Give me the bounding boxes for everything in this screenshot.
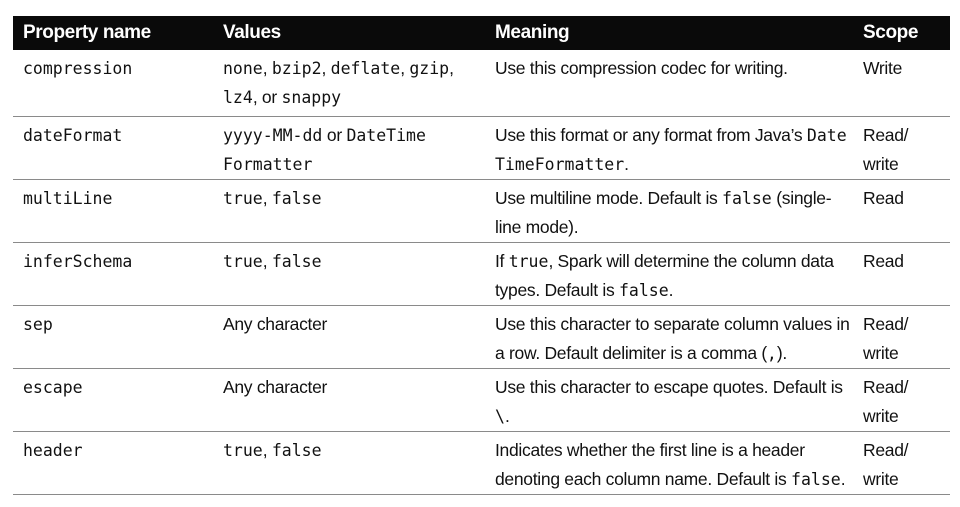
cell-values: true, false	[213, 242, 485, 306]
table-row: header true, false Indicates whether the f…	[13, 431, 950, 495]
code-text: true	[223, 251, 263, 271]
cell-meaning: Use this character to escape quotes. Def…	[485, 368, 855, 432]
property-name-text: sep	[23, 314, 53, 334]
plain-text: ,	[449, 58, 454, 78]
table-row: dateFormat yyyy-MM-dd or DateTime Formatt…	[13, 116, 950, 180]
plain-text: Use this character to escape quotes. Def…	[495, 376, 843, 397]
code-text: DateTime Formatter	[223, 125, 426, 174]
cell-values: Any character	[213, 368, 485, 432]
plain-text: Any character	[223, 313, 328, 334]
code-text: true	[223, 188, 263, 208]
cell-meaning: If true, Spark will determine the column…	[485, 242, 855, 306]
table-row: sep Any character Use this character to se…	[13, 305, 950, 369]
cell-meaning: Use this format or any format from Java’…	[485, 116, 855, 180]
code-text: bzip2	[271, 59, 322, 78]
cell-property-name: escape	[13, 368, 213, 432]
plain-text: If	[495, 250, 509, 271]
cell-property-name: sep	[13, 305, 213, 369]
table-row: inferSchema true, false If true, Spark wil…	[13, 242, 950, 306]
plain-text: ,	[262, 187, 272, 208]
code-text: snappy	[281, 88, 342, 107]
cell-scope: Read/ write	[855, 368, 950, 432]
code-text: yyyy-MM-dd	[223, 125, 323, 145]
code-text: false	[271, 188, 322, 208]
table-row: compression none, bzip2, deflate, gzip, l…	[13, 50, 950, 117]
code-text: false	[618, 280, 669, 300]
code-text: none	[223, 59, 263, 78]
cell-meaning: Use multiline mode. Default is false (si…	[485, 179, 855, 243]
plain-text: ).	[776, 342, 787, 363]
plain-text: ,	[321, 58, 331, 78]
property-name-text: escape	[23, 377, 83, 397]
plain-text: or	[322, 124, 347, 145]
code-text: ,	[766, 343, 777, 363]
plain-text: ,	[262, 439, 272, 460]
cell-values: Any character	[213, 305, 485, 369]
cell-scope: Read	[855, 242, 950, 306]
cell-meaning: Use this compression codec for writing.	[485, 50, 855, 117]
cell-scope: Read/ write	[855, 305, 950, 369]
cell-property-name: header	[13, 431, 213, 495]
table-row: escape Any character Use this character to…	[13, 368, 950, 432]
plain-text: Use multiline mode. Default is	[495, 187, 723, 208]
cell-scope: Read	[855, 179, 950, 243]
plain-text: ,	[400, 58, 410, 78]
plain-text: Use this compression codec for writing.	[495, 58, 788, 78]
cell-meaning: Indicates whether the first line is a he…	[485, 431, 855, 495]
header-values: Values	[213, 16, 485, 50]
table-row: multiLine true, false Use multiline mode. …	[13, 179, 950, 243]
code-text: Date TimeFormatter	[495, 125, 847, 174]
cell-values: yyyy-MM-dd or DateTime Formatter	[213, 116, 485, 180]
cell-values: none, bzip2, deflate, gzip, lz4, or snap…	[213, 50, 485, 117]
code-text: true	[508, 251, 549, 271]
csv-options-table: Property name Values Meaning Scope compr…	[13, 16, 950, 495]
code-text: lz4	[223, 88, 253, 107]
header-scope: Scope	[855, 16, 950, 50]
property-name-text: multiLine	[23, 188, 113, 208]
cell-scope: Read/ write	[855, 116, 950, 180]
code-text: false	[271, 440, 322, 460]
plain-text: ,	[262, 250, 272, 271]
property-name-text: dateFormat	[23, 125, 123, 145]
plain-text: Use this format or any format from Java’…	[495, 124, 807, 145]
cell-scope: Read/ write	[855, 431, 950, 495]
plain-text: Use this character to separate column va…	[495, 313, 850, 363]
plain-text: .	[504, 405, 510, 426]
cell-property-name: inferSchema	[13, 242, 213, 306]
table-header: Property name Values Meaning Scope	[13, 16, 950, 50]
header-meaning: Meaning	[485, 16, 855, 50]
plain-text: .	[668, 279, 674, 300]
cell-meaning: Use this character to separate column va…	[485, 305, 855, 369]
property-name-text: header	[23, 440, 83, 460]
plain-text: ,	[262, 58, 272, 78]
cell-property-name: multiLine	[13, 179, 213, 243]
cell-property-name: compression	[13, 50, 213, 117]
plain-text: Any character	[223, 376, 328, 397]
plain-text: .	[840, 468, 846, 489]
plain-text: , or	[252, 87, 282, 107]
plain-text: , Spark will determine the column data t…	[495, 250, 834, 300]
code-text: \	[495, 406, 505, 426]
code-text: deflate	[330, 59, 401, 78]
cell-values: true, false	[213, 179, 485, 243]
code-text: gzip	[409, 59, 450, 78]
plain-text: Indicates whether the first line is a he…	[495, 439, 805, 489]
code-text: false	[722, 188, 772, 208]
property-name-text: compression	[23, 59, 133, 78]
cell-property-name: dateFormat	[13, 116, 213, 180]
table-body: compression none, bzip2, deflate, gzip, l…	[13, 50, 950, 495]
plain-text: .	[624, 153, 629, 174]
header-property-name: Property name	[13, 16, 213, 50]
cell-values: true, false	[213, 431, 485, 495]
cell-scope: Write	[855, 50, 950, 117]
header-row: Property name Values Meaning Scope	[13, 16, 950, 50]
plain-text: (single-line mode).	[495, 187, 832, 237]
csv-options-table-container: Property name Values Meaning Scope compr…	[13, 16, 950, 495]
property-name-text: inferSchema	[23, 251, 133, 271]
code-text: true	[223, 440, 263, 460]
code-text: false	[791, 469, 841, 489]
code-text: false	[271, 251, 322, 271]
